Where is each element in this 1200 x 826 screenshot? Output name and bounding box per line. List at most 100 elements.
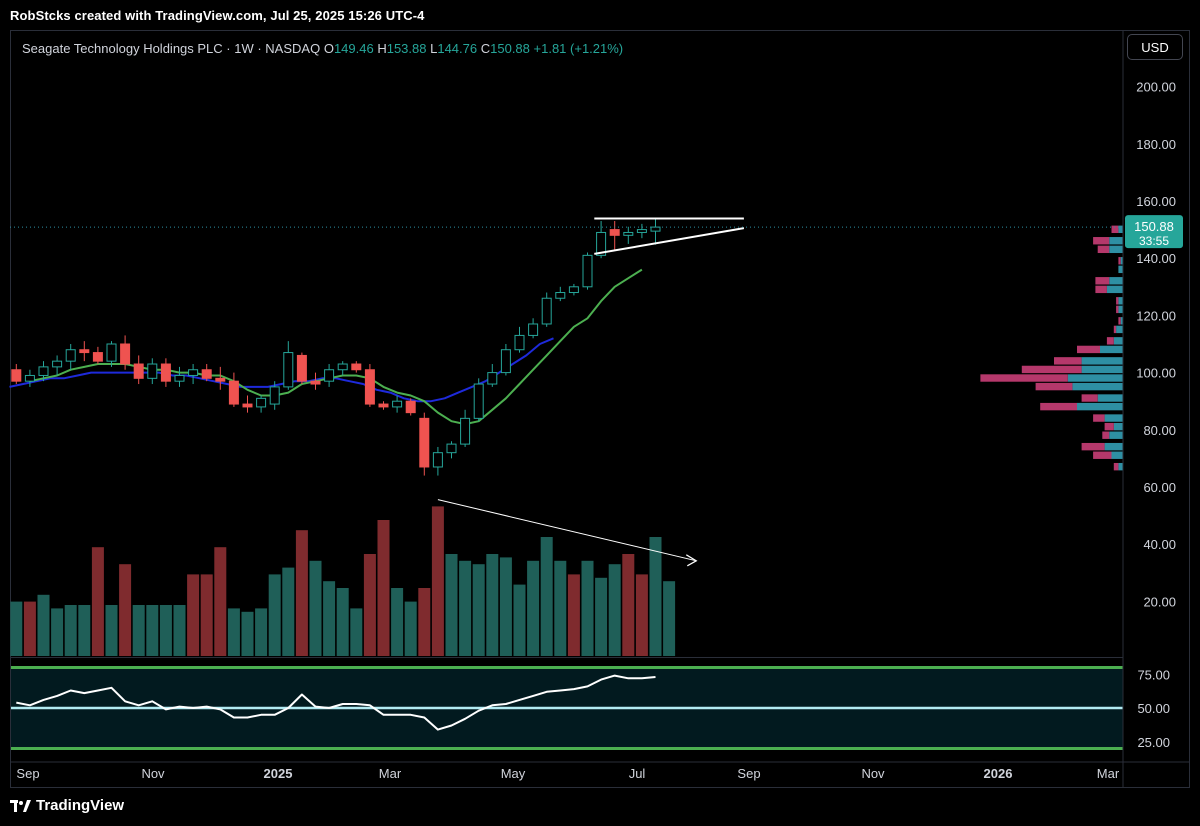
volume-bar — [132, 605, 145, 656]
volume-profile-up — [1118, 265, 1123, 274]
volume-bar — [527, 560, 540, 656]
pane-separator — [11, 657, 1123, 658]
candle-body — [133, 363, 144, 379]
candle — [392, 395, 403, 413]
current-price-tag — [1125, 215, 1183, 249]
volume-bar — [295, 530, 308, 656]
volume-bar — [159, 605, 172, 656]
candle — [623, 226, 634, 244]
candle — [147, 358, 158, 385]
volume-bar — [459, 560, 472, 656]
volume-profile-down — [1102, 431, 1110, 439]
volume-bar — [418, 588, 431, 656]
volume-profile-up — [1104, 414, 1123, 422]
candle — [555, 286, 566, 302]
candle — [405, 398, 416, 416]
ema-fast-line — [29, 268, 643, 426]
volume-profile-up — [1111, 451, 1123, 459]
candle — [92, 346, 103, 365]
volume-bar — [268, 574, 281, 656]
volume-profile-down — [1054, 357, 1082, 365]
candle-body — [473, 383, 484, 419]
candle-body — [405, 400, 416, 414]
chart-frame[interactable] — [10, 30, 1190, 788]
volume-bar — [445, 554, 458, 656]
volume-profile-down — [1095, 285, 1107, 294]
candle — [324, 364, 335, 387]
current-price-tag-price: 150.88 — [1134, 219, 1174, 234]
candle-body — [283, 352, 294, 388]
volume-profile-up — [1104, 442, 1123, 451]
candle-body — [106, 343, 117, 362]
volume-profile-down — [1118, 257, 1121, 265]
volume-profile-up — [1109, 237, 1123, 245]
volume-profile-up — [1113, 422, 1123, 431]
volume-profile-up — [1109, 245, 1123, 254]
candle — [215, 366, 226, 390]
candle-body — [623, 231, 634, 236]
candle-body — [269, 386, 280, 405]
price-tick-label: 100.00 — [1136, 366, 1176, 381]
volume-bar — [282, 567, 295, 656]
time-tick-label: Mar — [1097, 766, 1120, 781]
candle-body — [310, 380, 321, 385]
open-value: 149.46 — [333, 41, 374, 56]
currency-button[interactable]: USD — [1127, 34, 1183, 60]
volume-bar — [513, 584, 526, 656]
volume-profile-down — [1111, 225, 1119, 233]
volume-profile-down — [1093, 237, 1110, 245]
volume-bar — [404, 601, 417, 656]
volume-bar — [336, 588, 349, 656]
volume-profile-up — [1120, 257, 1123, 265]
candle-body — [188, 369, 199, 376]
volume-bar — [227, 608, 240, 656]
low-value: 144.76 — [437, 41, 478, 56]
candle — [432, 446, 443, 476]
volume-bar — [146, 605, 159, 656]
volume-profile-down — [1021, 365, 1082, 374]
candle-body — [582, 254, 593, 288]
volume-bar — [91, 547, 104, 656]
volume-profile-up — [1097, 394, 1123, 402]
candle-body — [432, 452, 443, 468]
volume-bar — [241, 611, 254, 656]
symbol-legend[interactable]: Seagate Technology Holdings PLC · 1W · N… — [22, 41, 623, 56]
symbol-name: Seagate Technology Holdings PLC · 1W · N… — [22, 41, 321, 56]
time-tick-label: 2025 — [264, 766, 293, 781]
volume-profile-up — [1118, 462, 1123, 471]
candle — [460, 409, 471, 447]
candle — [419, 412, 430, 476]
volume-profile-down — [1116, 305, 1119, 314]
volume-bar — [51, 608, 64, 656]
candle-body — [52, 360, 63, 368]
volume-bar — [119, 564, 132, 656]
price-tick-label: 160.00 — [1136, 194, 1176, 209]
rsi-tick-label: 75.00 — [1137, 667, 1170, 682]
candle — [500, 344, 511, 376]
candle-body — [392, 400, 403, 408]
volume-profile-up — [1118, 225, 1123, 233]
candle-body — [201, 369, 212, 379]
candle — [446, 441, 457, 459]
low-label: L — [430, 41, 438, 56]
candle-body — [650, 226, 661, 232]
volume-profile-up — [1116, 325, 1123, 334]
change-value: +1.81 (+1.21%) — [533, 41, 624, 56]
volume-bar — [540, 537, 553, 656]
footer-brand[interactable]: TradingView — [10, 797, 124, 814]
high-value: 153.88 — [386, 41, 427, 56]
volume-bar — [10, 601, 23, 656]
volume-trend-arrow-head — [685, 554, 698, 567]
candle — [473, 378, 484, 422]
candle — [351, 361, 362, 373]
volume-profile-up — [1067, 374, 1123, 382]
candle — [378, 401, 389, 410]
close-label: C — [480, 41, 491, 56]
candle — [11, 364, 22, 385]
candle-body — [487, 372, 498, 385]
volume-profile-down — [1097, 245, 1110, 254]
price-tick-label: 80.00 — [1143, 423, 1176, 438]
footer-brand-text: TradingView — [36, 797, 125, 814]
close-value: 150.88 — [490, 41, 530, 56]
